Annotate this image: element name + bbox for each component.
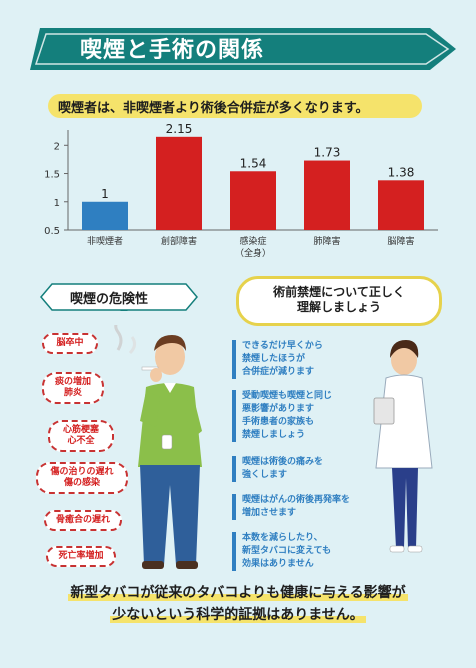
- quit-info-line: 喫煙はがんの術後再発率を: [242, 495, 351, 505]
- danger-heading: 喫煙の危険性: [70, 292, 149, 307]
- danger-item-line: 心不全: [67, 436, 95, 446]
- danger-item-line: 心筋梗塞: [62, 425, 99, 435]
- complication-chart: 0.5 1 1.5 2 1 非喫煙者 2.15 創部障害 1.54 感染症 （全身） 1.73 肺障害 1…: [28, 122, 448, 262]
- quit-info-line: 受動喫煙も喫煙と同じ: [242, 391, 333, 401]
- danger-item: 骨癒合の遅れ: [44, 510, 122, 531]
- chart-svg: 0.5 1 1.5 2 1 非喫煙者 2.15 創部障害 1.54 感染症（全身） 1.73 肺障害 1…: [44, 122, 438, 259]
- nurse-illustration: [373, 340, 433, 553]
- bar-value-label: 1: [101, 187, 109, 201]
- quit-info-item: 喫煙はがんの術後再発率を 増加させます: [232, 494, 350, 520]
- quit-info-item: 本数を減らしたり、 新型タバコに変えても 効果はありません: [232, 532, 331, 571]
- y-tick-label: 1: [54, 198, 60, 209]
- quit-heading-line2: 理解しましょう: [296, 300, 381, 314]
- category-label: 感染症: [239, 235, 266, 247]
- danger-heading-shape: [40, 283, 198, 311]
- danger-item-line: 骨癒合の遅れ: [55, 515, 110, 525]
- title-banner: 喫煙と手術の関係: [30, 24, 460, 74]
- quit-info-item: 喫煙は術後の痛みを 強くします: [232, 456, 323, 482]
- smoking-man-illustration: [114, 325, 202, 569]
- category-sublabel: （全身）: [235, 247, 271, 259]
- danger-item: 痰の増加 肺炎: [42, 372, 104, 404]
- danger-item: 傷の治りの遅れ 傷の感染: [36, 462, 128, 494]
- quit-info-item: 受動喫煙も喫煙と同じ 悪影響があります 手術患者の家族も 禁煙しましょう: [232, 390, 332, 442]
- quit-info-line: 合併症が減ります: [242, 367, 315, 377]
- bottom-statement-line1: 新型タバコが従来のタバコよりも健康に与える影響が: [68, 585, 408, 601]
- y-tick-label: 2: [54, 141, 60, 152]
- bar: [304, 160, 350, 230]
- quit-info-line: できるだけ早くから: [242, 341, 323, 351]
- quit-info-line: 禁煙したほうが: [242, 354, 306, 364]
- quit-info-item: できるだけ早くから 禁煙したほうが 合併症が減ります: [232, 340, 323, 379]
- category-label: 非喫煙者: [87, 235, 123, 247]
- danger-item-line: 脳卒中: [56, 338, 84, 348]
- quit-heading-line1: 術前禁煙について正しく: [273, 285, 405, 299]
- quit-info-line: 本数を減らしたり、: [242, 533, 323, 543]
- bar-value-label: 1.38: [388, 165, 415, 179]
- danger-item: 脳卒中: [42, 333, 98, 354]
- danger-heading-box: 喫煙の危険性: [40, 283, 198, 311]
- quit-info-line: 禁煙しましょう: [242, 430, 306, 440]
- subtitle-band: 喫煙者は、非喫煙者より術後合併症が多くなります。: [48, 94, 422, 118]
- subtitle: 喫煙者は、非喫煙者より術後合併症が多くなります。: [58, 101, 369, 116]
- category-label: 肺障害: [313, 235, 340, 247]
- quit-info-line: 喫煙は術後の痛みを: [242, 457, 324, 467]
- category-label: 脳障害: [387, 235, 414, 247]
- danger-item-line: 痰の増加: [54, 377, 91, 387]
- bar-value-label: 2.15: [166, 122, 193, 136]
- bar: [156, 136, 202, 230]
- bar: [230, 171, 276, 230]
- quit-info-line: 効果はありません: [242, 559, 314, 569]
- quit-info-line: 悪影響があります: [242, 404, 315, 414]
- quit-info-line: 手術患者の家族も: [242, 417, 315, 427]
- quit-info-line: 増加させます: [242, 508, 297, 518]
- quit-info-line: 強くします: [242, 470, 288, 480]
- bottom-statement-line2: 少ないという科学的証拠はありません。: [110, 607, 366, 623]
- danger-item: 死亡率増加: [46, 546, 116, 567]
- danger-item-line: 死亡率増加: [58, 551, 104, 561]
- page-title: 喫煙と手術の関係: [80, 38, 265, 63]
- y-tick-label: 0.5: [44, 226, 60, 237]
- bar: [378, 180, 424, 230]
- quit-info-line: 新型タバコに変えても: [242, 546, 332, 556]
- danger-item-line: 肺炎: [63, 388, 82, 398]
- bar-value-label: 1.73: [314, 146, 341, 160]
- danger-item: 心筋梗塞 心不全: [48, 420, 114, 452]
- category-label: 創部障害: [161, 235, 197, 247]
- title-arrow-shape: [30, 28, 456, 70]
- y-tick-label: 1.5: [44, 170, 60, 181]
- quit-heading-bubble: 術前禁煙について正しく 理解しましょう: [236, 276, 442, 326]
- bar: [82, 201, 128, 230]
- danger-item-line: 傷の治りの遅れ: [50, 467, 114, 477]
- bar-value-label: 1.54: [240, 156, 267, 170]
- danger-item-line: 傷の感染: [63, 478, 100, 488]
